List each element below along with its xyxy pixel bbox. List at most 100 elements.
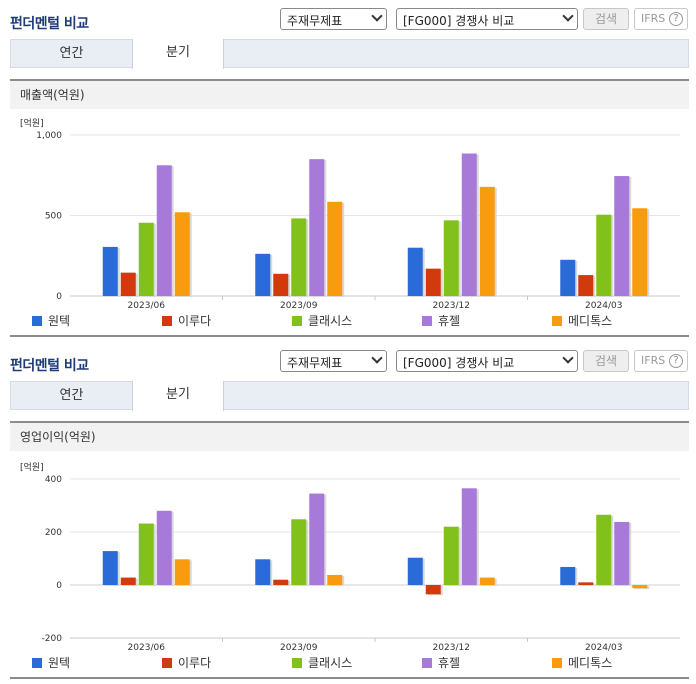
bar [407, 247, 423, 296]
y-tick-label: 0 [56, 581, 62, 591]
revenue-bar-chart: [억원] 1,000 500 0 2023/06 2023/09 2023/12 2024/0… [20, 117, 680, 311]
bar [578, 275, 594, 296]
legend-label: 원텍 [48, 314, 71, 328]
bar [578, 582, 594, 585]
bar [255, 559, 271, 585]
legend-item[interactable]: 메디톡스 [552, 656, 612, 670]
compare-group-select[interactable]: [FG000] 경쟁사 비교 [396, 350, 578, 372]
bar [102, 551, 118, 585]
ifrs-label: IFRS [641, 354, 666, 367]
bar [120, 272, 136, 296]
fundamental-panel-revenue: 펀더멘털 비교 주재무제표 [FG000] 경쟁사 비교 검색 IFRS ? 연… [10, 8, 689, 337]
x-tick-label: 2024/03 [585, 301, 622, 311]
operating-profit-bar-chart: [억원]400 200 0 -200 2023/06 2023/09 2023/12 2024… [20, 461, 680, 653]
legend-item[interactable]: 클래시스 [292, 656, 352, 670]
bar [327, 574, 343, 585]
legend-item[interactable]: 클래시스 [292, 314, 352, 328]
x-tick-label: 2024/03 [585, 643, 622, 653]
divider [10, 677, 689, 679]
bar [102, 246, 118, 296]
legend-item[interactable]: 메디톡스 [552, 314, 612, 328]
y-tick-label: 400 [45, 475, 62, 485]
tab-annual[interactable]: 연간 [59, 46, 84, 61]
bar [309, 493, 325, 585]
bar [255, 253, 271, 296]
legend-item[interactable]: 이루다 [162, 314, 211, 328]
bar [425, 585, 441, 595]
section-title: 영업이익(억원) [10, 421, 689, 451]
question-icon: ? [669, 354, 683, 368]
legend-label: 이루다 [178, 314, 212, 328]
bar [156, 165, 172, 296]
statement-type-value: 주재무제표 [287, 356, 343, 370]
search-button[interactable]: 검색 [583, 350, 629, 372]
ifrs-label: IFRS [641, 12, 666, 25]
ifrs-help-button[interactable]: IFRS ? [634, 350, 688, 372]
question-icon: ? [669, 12, 683, 26]
legend-label: 클래시스 [308, 314, 353, 328]
legend-label: 이루다 [178, 656, 212, 670]
legend-item[interactable]: 원텍 [32, 656, 70, 670]
bar [425, 268, 441, 296]
legend-label: 휴젤 [438, 656, 461, 670]
statement-type-select[interactable]: 주재무제표 [280, 8, 387, 30]
legend-swatch [32, 316, 42, 326]
bar [407, 557, 423, 585]
tab-annual[interactable]: 연간 [59, 388, 84, 403]
legend-item[interactable]: 원텍 [32, 314, 70, 328]
fundamental-panel-operating-profit: 펀더멘털 비교 주재무제표 [FG000] 경쟁사 비교 검색 IFRS ? 연… [0, 342, 696, 684]
bar [632, 585, 648, 589]
bar [120, 577, 136, 585]
legend-swatch [162, 316, 172, 326]
x-tick-label: 2023/06 [128, 301, 166, 311]
compare-group-value: [FG000] 경쟁사 비교 [403, 14, 515, 28]
legend-swatch [422, 316, 432, 326]
chart-legend: 원텍 이루다 클래시스 휴젤 메디톡스 [32, 314, 672, 328]
bar [596, 214, 612, 296]
unit-label: [억원] [20, 117, 44, 129]
chart-legend: 원텍 이루다 클래시스 휴젤 메디톡스 [32, 656, 672, 670]
legend-label: 휴젤 [438, 314, 461, 328]
compare-group-select[interactable]: [FG000] 경쟁사 비교 [396, 8, 578, 30]
bar [138, 222, 154, 296]
section-title: 매출액(억원) [10, 79, 689, 109]
bar [479, 577, 495, 585]
legend-swatch [552, 316, 562, 326]
legend-item[interactable]: 휴젤 [422, 314, 460, 328]
divider [10, 335, 689, 337]
legend-item[interactable]: 휴젤 [422, 656, 460, 670]
panel-title: 펀더멘털 비교 [10, 16, 89, 32]
bar [461, 488, 477, 585]
y-tick-label: 1,000 [36, 131, 62, 141]
tab-quarter[interactable]: 분기 [132, 381, 224, 411]
bar [632, 208, 648, 296]
x-tick-label: 2023/09 [280, 301, 318, 311]
bar [443, 526, 459, 585]
y-tick-label: 0 [56, 292, 62, 302]
bar [138, 523, 154, 585]
legend-label: 클래시스 [308, 656, 353, 670]
bar [174, 559, 190, 585]
legend-label: 메디톡스 [568, 656, 613, 670]
x-tick-label: 2023/09 [280, 643, 318, 653]
bar [614, 521, 630, 585]
x-tick-label: 2023/12 [433, 643, 470, 653]
y-tick-label: 500 [45, 212, 62, 222]
legend-swatch [422, 658, 432, 668]
statement-type-select[interactable]: 주재무제표 [280, 350, 387, 372]
unit-label: [억원] [20, 461, 44, 473]
legend-label: 원텍 [48, 656, 71, 670]
legend-swatch [32, 658, 42, 668]
ifrs-help-button[interactable]: IFRS ? [634, 8, 688, 30]
bar [596, 514, 612, 585]
bar [443, 220, 459, 296]
x-tick-label: 2023/06 [128, 643, 166, 653]
search-button[interactable]: 검색 [583, 8, 629, 30]
y-tick-label: 200 [45, 528, 62, 538]
legend-swatch [292, 316, 302, 326]
legend-swatch [552, 658, 562, 668]
legend-item[interactable]: 이루다 [162, 656, 211, 670]
bar [273, 273, 289, 296]
tab-quarter[interactable]: 분기 [132, 39, 224, 69]
bar [174, 212, 190, 296]
